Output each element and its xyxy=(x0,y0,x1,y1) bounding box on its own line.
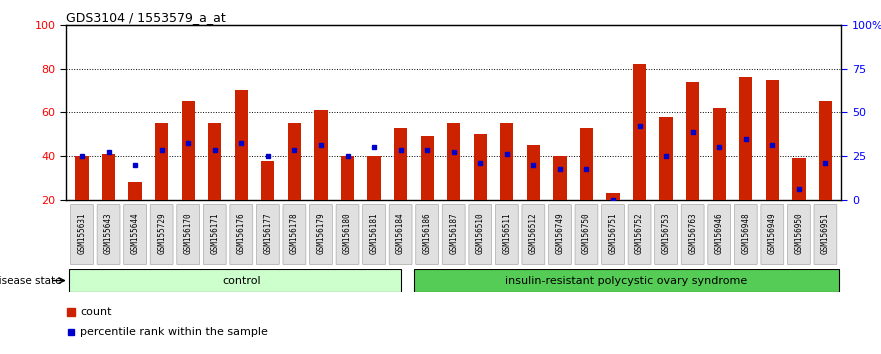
Text: GSM156752: GSM156752 xyxy=(635,212,644,254)
Text: GSM156180: GSM156180 xyxy=(343,212,352,254)
Bar xyxy=(341,156,354,200)
Bar xyxy=(766,80,779,200)
Bar xyxy=(606,193,619,200)
Text: disease state: disease state xyxy=(0,275,62,286)
FancyBboxPatch shape xyxy=(602,204,625,265)
Text: percentile rank within the sample: percentile rank within the sample xyxy=(80,327,268,337)
Bar xyxy=(288,123,301,200)
Bar xyxy=(76,156,89,200)
FancyBboxPatch shape xyxy=(70,204,93,265)
Text: GSM155643: GSM155643 xyxy=(104,212,113,254)
Bar xyxy=(181,102,195,200)
FancyBboxPatch shape xyxy=(151,204,173,265)
Text: GSM156510: GSM156510 xyxy=(476,212,485,254)
Text: GSM156749: GSM156749 xyxy=(555,212,565,254)
Text: GSM156946: GSM156946 xyxy=(714,212,723,254)
Text: control: control xyxy=(222,275,261,286)
FancyBboxPatch shape xyxy=(177,204,200,265)
Text: GSM155644: GSM155644 xyxy=(130,212,139,254)
Text: GSM155631: GSM155631 xyxy=(78,212,86,254)
Bar xyxy=(129,183,142,200)
Bar xyxy=(102,154,115,200)
Text: GSM156178: GSM156178 xyxy=(290,212,299,254)
FancyBboxPatch shape xyxy=(469,204,492,265)
FancyBboxPatch shape xyxy=(788,204,811,265)
Text: GSM156186: GSM156186 xyxy=(423,212,432,254)
FancyBboxPatch shape xyxy=(628,204,651,265)
Text: GSM156948: GSM156948 xyxy=(741,212,751,254)
Text: count: count xyxy=(80,307,112,318)
Bar xyxy=(234,91,248,200)
Text: GSM156951: GSM156951 xyxy=(821,212,830,254)
Text: GSM156950: GSM156950 xyxy=(795,212,803,254)
FancyBboxPatch shape xyxy=(204,204,226,265)
Bar xyxy=(660,117,673,200)
Text: GSM156176: GSM156176 xyxy=(237,212,246,254)
FancyBboxPatch shape xyxy=(389,204,412,265)
Text: GSM156750: GSM156750 xyxy=(582,212,591,254)
Text: GSM156751: GSM156751 xyxy=(609,212,618,254)
Bar xyxy=(633,64,646,200)
Text: GSM156753: GSM156753 xyxy=(662,212,670,254)
FancyBboxPatch shape xyxy=(442,204,465,265)
FancyBboxPatch shape xyxy=(522,204,544,265)
FancyBboxPatch shape xyxy=(707,204,730,265)
FancyBboxPatch shape xyxy=(549,204,572,265)
Text: GSM156184: GSM156184 xyxy=(396,212,405,254)
Text: GSM156179: GSM156179 xyxy=(316,212,325,254)
FancyBboxPatch shape xyxy=(681,204,704,265)
Text: GSM156170: GSM156170 xyxy=(184,212,193,254)
FancyBboxPatch shape xyxy=(123,204,146,265)
Bar xyxy=(686,82,700,200)
Bar xyxy=(818,102,832,200)
Text: GSM156763: GSM156763 xyxy=(688,212,697,254)
Bar xyxy=(553,156,566,200)
Text: GSM156511: GSM156511 xyxy=(502,212,511,254)
Bar xyxy=(367,156,381,200)
Text: GSM156187: GSM156187 xyxy=(449,212,458,254)
FancyBboxPatch shape xyxy=(814,204,837,265)
FancyBboxPatch shape xyxy=(283,204,306,265)
Bar xyxy=(69,269,401,292)
Bar xyxy=(414,269,839,292)
Text: GSM156512: GSM156512 xyxy=(529,212,538,254)
FancyBboxPatch shape xyxy=(575,204,598,265)
Bar xyxy=(713,108,726,200)
Text: GSM156181: GSM156181 xyxy=(369,212,379,254)
Bar xyxy=(315,110,328,200)
FancyBboxPatch shape xyxy=(309,204,332,265)
Bar xyxy=(580,128,593,200)
FancyBboxPatch shape xyxy=(97,204,120,265)
Bar xyxy=(527,145,540,200)
Bar xyxy=(262,161,275,200)
FancyBboxPatch shape xyxy=(230,204,253,265)
Text: GDS3104 / 1553579_a_at: GDS3104 / 1553579_a_at xyxy=(66,11,226,24)
FancyBboxPatch shape xyxy=(655,204,677,265)
Text: GSM156171: GSM156171 xyxy=(211,212,219,254)
FancyBboxPatch shape xyxy=(256,204,279,265)
Bar xyxy=(420,137,433,200)
FancyBboxPatch shape xyxy=(336,204,359,265)
FancyBboxPatch shape xyxy=(761,204,784,265)
FancyBboxPatch shape xyxy=(363,204,386,265)
Bar xyxy=(155,123,168,200)
Bar xyxy=(394,128,407,200)
FancyBboxPatch shape xyxy=(495,204,518,265)
FancyBboxPatch shape xyxy=(416,204,439,265)
FancyBboxPatch shape xyxy=(735,204,757,265)
Text: GSM156177: GSM156177 xyxy=(263,212,272,254)
Bar xyxy=(500,123,514,200)
Bar xyxy=(447,123,461,200)
Bar xyxy=(474,134,487,200)
Text: GSM156949: GSM156949 xyxy=(768,212,777,254)
Bar xyxy=(208,123,221,200)
Bar xyxy=(792,158,805,200)
Bar xyxy=(739,78,752,200)
Text: GSM155729: GSM155729 xyxy=(157,212,167,254)
Text: insulin-resistant polycystic ovary syndrome: insulin-resistant polycystic ovary syndr… xyxy=(505,275,747,286)
